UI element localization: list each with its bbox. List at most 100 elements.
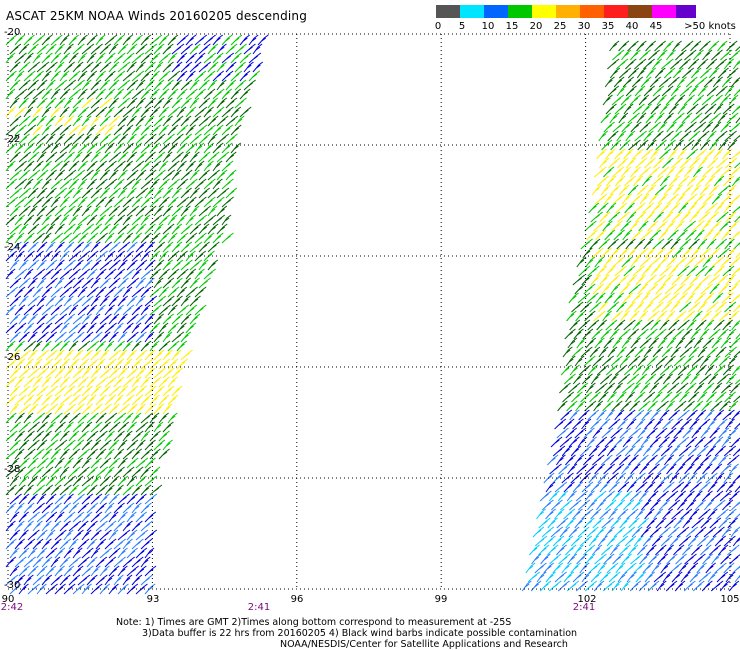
wind-barb [90, 259, 102, 271]
wind-barb [5, 304, 17, 316]
wind-barb [723, 58, 734, 70]
wind-barb [27, 421, 40, 433]
wind-barb [14, 142, 26, 154]
wind-barb [45, 61, 58, 73]
wind-barb [660, 535, 673, 547]
wind-barb [701, 94, 715, 106]
wind-barb [643, 130, 654, 142]
wind-barb [81, 529, 92, 541]
wind-barb [646, 544, 657, 556]
wind-barb [117, 547, 128, 559]
wind-barb [212, 70, 225, 82]
wind-barb [629, 490, 642, 502]
wind-barb [23, 502, 35, 514]
wind-barb [68, 142, 79, 154]
wind-barb [104, 520, 117, 532]
wind-barb [563, 508, 576, 520]
wind-barb [131, 88, 145, 100]
wind-barb [104, 70, 116, 82]
wind-barb [126, 79, 139, 91]
wind-barb [729, 49, 740, 61]
wind-barb [562, 346, 573, 358]
wind-barb [637, 544, 648, 556]
wind-barb [710, 490, 724, 502]
wind-barb [649, 436, 661, 448]
wind-barb [23, 448, 36, 460]
wind-barb [661, 391, 673, 403]
wind-barb [726, 184, 737, 196]
wind-barb [586, 526, 599, 538]
wind-barb [194, 88, 206, 100]
wind-barb [630, 121, 642, 133]
wind-barb [95, 376, 109, 388]
wind-barb [603, 193, 614, 205]
wind-barb [176, 52, 188, 64]
wind-barb [113, 160, 126, 172]
wind-barb [54, 79, 68, 91]
wind-barb [719, 580, 730, 592]
wind-barb [158, 304, 171, 316]
wind-barb [167, 376, 178, 388]
wind-barb [540, 553, 551, 565]
wind-barb [718, 139, 729, 151]
wind-barb [162, 439, 173, 451]
wind-barb [99, 475, 111, 487]
wind-barb [32, 412, 46, 424]
wind-barb [108, 367, 120, 379]
wind-barb [5, 466, 19, 478]
wind-barb [640, 436, 651, 448]
wind-barb [59, 106, 70, 118]
wind-barb [135, 223, 147, 235]
wind-barb [5, 394, 17, 406]
wind-barb [140, 574, 153, 586]
wind-barb [135, 403, 146, 415]
wind-barb [702, 337, 715, 349]
wind-barb [632, 409, 645, 421]
wind-barb [81, 259, 93, 271]
wind-barb [171, 331, 185, 343]
wind-barb [9, 187, 23, 199]
wind-barb [684, 166, 695, 178]
wind-barb [635, 211, 647, 223]
wind-barb [672, 328, 685, 340]
wind-barb [59, 520, 71, 532]
wind-barb [721, 76, 733, 88]
wind-barb [86, 538, 98, 550]
wind-barb [135, 259, 148, 271]
wind-barb [667, 292, 680, 304]
wind-barb [63, 457, 74, 469]
wind-barb [36, 187, 48, 199]
wind-barb [113, 124, 125, 136]
wind-barb [570, 445, 582, 457]
wind-barb [104, 304, 115, 316]
wind-barb [602, 490, 615, 502]
wind-barb [149, 376, 162, 388]
wind-barb [548, 580, 562, 592]
wind-barb [652, 130, 664, 142]
wind-barb [135, 313, 148, 325]
wind-barb [162, 61, 174, 73]
wind-barb [647, 220, 659, 232]
wind-barb [144, 313, 155, 325]
wind-barb [90, 97, 103, 109]
wind-barb [45, 403, 59, 415]
wind-barb [653, 571, 667, 583]
wind-barb [9, 223, 22, 235]
wind-barb [77, 340, 91, 352]
wind-barb [158, 196, 170, 208]
wind-barb [117, 115, 129, 127]
wind-barb [646, 517, 658, 529]
wind-barb [652, 346, 664, 358]
wind-barb [59, 358, 70, 370]
wind-barb [608, 481, 620, 493]
wind-barb [685, 292, 696, 304]
wind-barb [135, 493, 147, 505]
wind-barb [185, 178, 198, 190]
wind-barb [203, 106, 214, 118]
wind-barb [5, 520, 16, 532]
wind-barb [104, 556, 117, 568]
wind-barb [677, 499, 688, 511]
wind-barb [45, 349, 58, 361]
wind-barb [594, 463, 606, 475]
wind-barb [583, 517, 595, 529]
